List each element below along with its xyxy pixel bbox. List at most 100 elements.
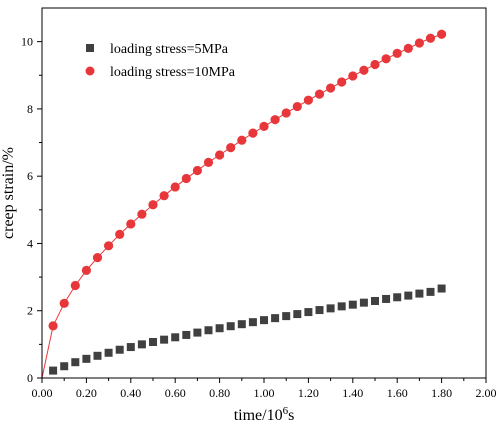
point-10mpa xyxy=(381,54,391,64)
point-10mpa xyxy=(137,209,147,219)
point-5mpa xyxy=(348,300,357,309)
point-10mpa xyxy=(303,95,313,105)
x-tick-label: 1.00 xyxy=(254,386,275,400)
x-tick-label: 0.80 xyxy=(209,386,230,400)
y-tick-label: 2 xyxy=(27,304,33,318)
point-5mpa xyxy=(260,316,268,325)
point-10mpa xyxy=(314,89,325,99)
point-5mpa xyxy=(415,289,424,298)
point-10mpa xyxy=(126,219,136,229)
x-axis-title-main: time/10 xyxy=(234,407,283,424)
point-5mpa xyxy=(304,308,313,317)
point-10mpa xyxy=(104,241,114,251)
point-5mpa xyxy=(215,324,224,333)
point-10mpa xyxy=(115,229,125,239)
point-10mpa xyxy=(192,165,202,176)
point-5mpa xyxy=(182,330,191,339)
point-5mpa xyxy=(371,296,379,305)
point-10mpa xyxy=(403,43,413,53)
point-10mpa xyxy=(359,65,369,75)
point-10mpa xyxy=(348,71,358,81)
x-axis-title-unit: s xyxy=(288,407,294,424)
point-10mpa xyxy=(215,150,225,160)
point-10mpa xyxy=(203,157,214,167)
point-5mpa xyxy=(382,294,391,303)
point-5mpa xyxy=(226,322,235,331)
x-axis: 0.00 0.20 0.40 0.60 0.80 1.00 1.20 1.40 1.60 1.80… xyxy=(32,378,497,400)
point-5mpa xyxy=(193,328,202,337)
x-tick-label: 1.80 xyxy=(431,386,452,400)
point-10mpa xyxy=(259,121,269,131)
x-tick-label: 0.00 xyxy=(32,386,53,400)
point-10mpa xyxy=(159,191,169,201)
point-10mpa xyxy=(370,59,380,70)
point-5mpa xyxy=(137,340,146,349)
point-5mpa xyxy=(337,302,346,311)
point-5mpa xyxy=(149,338,157,347)
y-tick-label: 10 xyxy=(21,35,33,49)
point-5mpa xyxy=(104,348,113,357)
point-5mpa xyxy=(315,306,324,315)
point-5mpa xyxy=(237,320,246,329)
point-10mpa xyxy=(59,298,69,308)
point-10mpa xyxy=(48,321,58,331)
point-10mpa xyxy=(326,83,336,93)
point-5mpa xyxy=(271,314,280,323)
x-tick-label: 0.40 xyxy=(120,386,141,400)
point-10mpa xyxy=(292,101,302,112)
point-5mpa xyxy=(126,343,135,352)
point-5mpa xyxy=(426,287,435,296)
point-5mpa xyxy=(282,312,291,321)
point-5mpa xyxy=(393,293,402,302)
point-10mpa xyxy=(414,38,424,48)
x-tick-label: 1.40 xyxy=(342,386,363,400)
point-10mpa xyxy=(248,128,258,138)
point-10mpa xyxy=(270,115,280,125)
point-5mpa xyxy=(93,351,102,360)
x-tick-label: 1.60 xyxy=(387,386,408,400)
point-10mpa xyxy=(70,280,80,291)
point-5mpa xyxy=(171,333,180,342)
point-5mpa xyxy=(115,345,124,354)
point-10mpa xyxy=(425,33,436,43)
legend-marker-square xyxy=(86,44,94,52)
point-10mpa xyxy=(281,108,291,118)
point-10mpa xyxy=(337,77,347,87)
point-10mpa xyxy=(170,182,180,192)
point-5mpa xyxy=(326,304,335,313)
point-5mpa xyxy=(49,366,58,375)
legend: loading stress=5MPa loading stress=10MPa xyxy=(85,42,236,80)
point-10mpa xyxy=(392,48,402,59)
point-10mpa xyxy=(437,29,447,39)
x-tick-label: 1.20 xyxy=(298,386,319,400)
x-axis-title-superscript: 6 xyxy=(283,405,289,417)
point-5mpa xyxy=(160,335,169,344)
series-group xyxy=(41,29,447,379)
point-10mpa xyxy=(148,200,158,210)
point-5mpa xyxy=(437,284,446,293)
point-5mpa xyxy=(293,310,302,319)
y-axis: 0 2 4 6 8 10 xyxy=(21,35,42,385)
legend-label-5mpa: loading stress=5MPa xyxy=(110,42,229,57)
y-tick-label: 0 xyxy=(27,371,33,385)
point-5mpa xyxy=(404,291,413,300)
point-10mpa xyxy=(81,265,91,275)
point-5mpa xyxy=(204,326,213,335)
legend-marker-circle xyxy=(85,66,95,76)
y-tick-label: 8 xyxy=(27,102,33,116)
y-tick-label: 6 xyxy=(27,169,33,183)
x-tick-label: 2.00 xyxy=(476,386,497,400)
point-5mpa xyxy=(71,358,80,367)
x-axis-title: time/106s xyxy=(234,405,295,424)
x-tick-label: 0.20 xyxy=(76,386,97,400)
y-axis-title: creep strain/% xyxy=(0,147,17,239)
point-10mpa xyxy=(92,252,103,263)
point-5mpa xyxy=(359,298,368,307)
legend-label-10mpa: loading stress=10MPa xyxy=(110,65,236,80)
point-5mpa xyxy=(82,354,91,363)
y-tick-label: 4 xyxy=(27,236,33,250)
point-5mpa xyxy=(248,318,257,327)
point-10mpa xyxy=(226,142,236,153)
x-tick-label: 0.60 xyxy=(165,386,186,400)
